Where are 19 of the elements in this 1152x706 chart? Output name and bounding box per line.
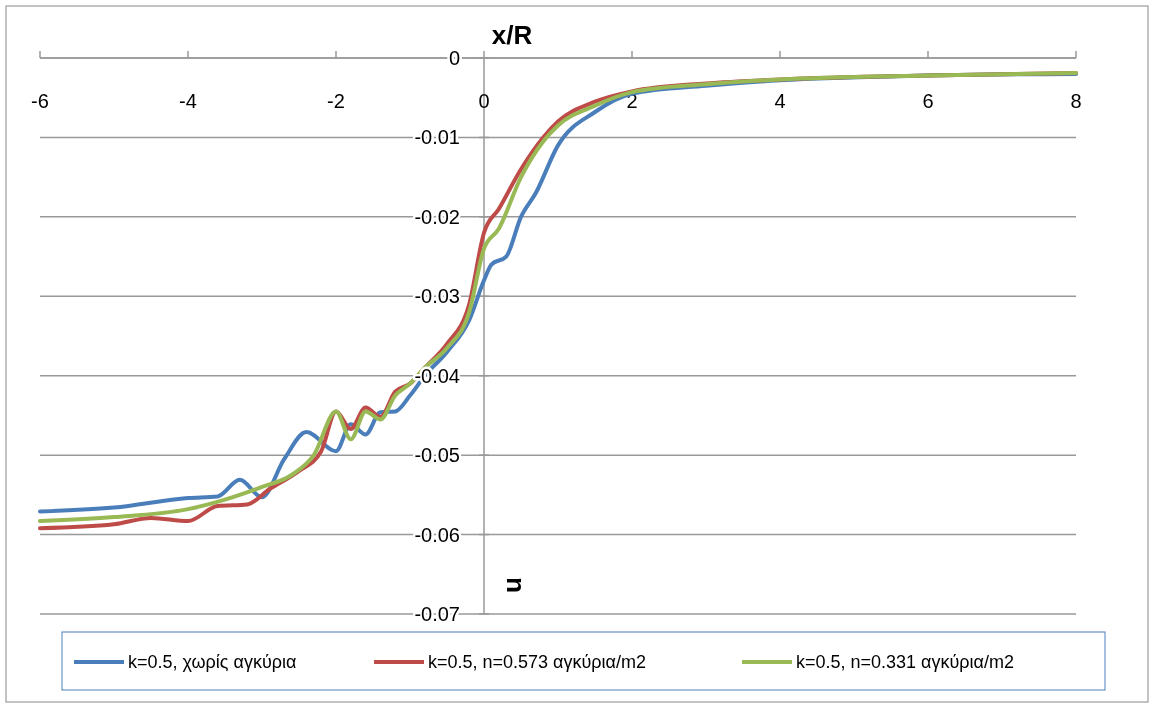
- legend-label: k=0.5, n=0.331 αγκύρια/m2: [796, 652, 1015, 672]
- y-tick-label: -0.07: [414, 603, 460, 625]
- y-tick-label: -0.03: [414, 285, 460, 308]
- y-tick-label: -0.02: [414, 205, 460, 228]
- x-tick-label: 8: [1070, 90, 1082, 112]
- x-tick-label: 6: [922, 90, 934, 112]
- y-axis-title: u: [496, 577, 527, 593]
- x-tick-label: -2: [327, 90, 345, 112]
- y-tick-label: 0: [448, 47, 460, 69]
- y-tick-label: -0.06: [414, 523, 460, 546]
- x-tick-label: -4: [179, 90, 197, 112]
- legend-label: k=0.5, n=0.573 αγκύρια/m2: [428, 652, 647, 672]
- y-tick-label: -0.05: [414, 444, 460, 467]
- legend-label: k=0.5, χωρίς αγκύρια: [128, 652, 297, 672]
- y-tick-label: -0.01: [414, 126, 460, 149]
- x-tick-label: 0: [478, 90, 490, 112]
- x-axis-title: x/R: [491, 20, 533, 50]
- x-tick-label: -6: [31, 90, 49, 112]
- x-tick-label: 4: [774, 90, 786, 112]
